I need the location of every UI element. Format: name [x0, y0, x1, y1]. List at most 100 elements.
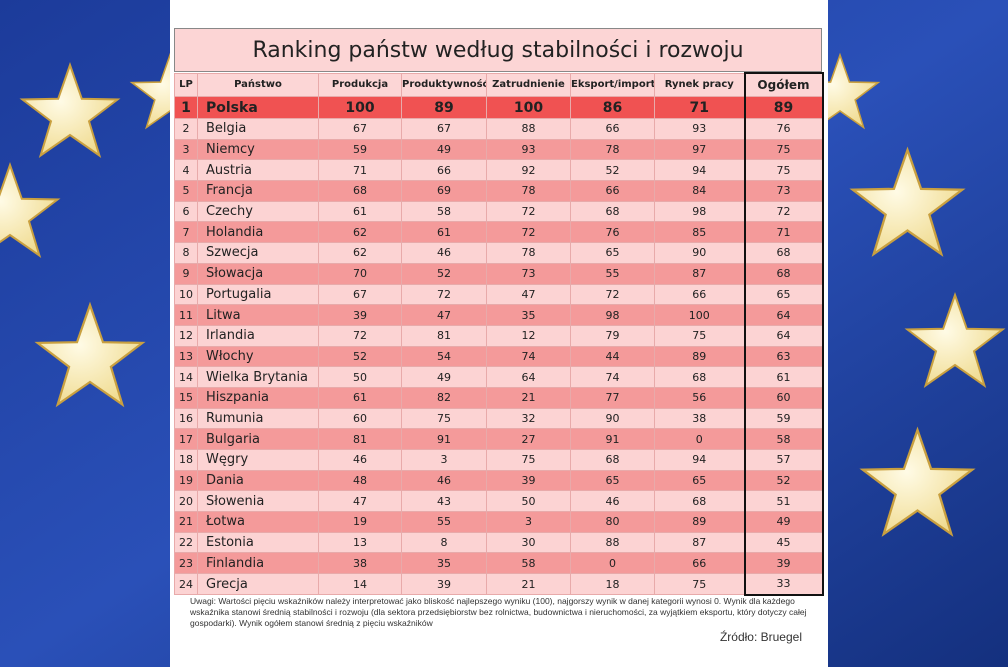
table-row: 7 Holandia 62 61 72 76 85 71 [174, 221, 824, 244]
value-cell: 68 [654, 366, 745, 388]
value-cell: 4 [174, 159, 198, 182]
country-cell: Polska [197, 96, 319, 119]
value-cell: 69 [401, 180, 487, 202]
value-cell: 24 [174, 573, 198, 596]
value-cell: 73 [486, 262, 571, 285]
country-cell: Bulgaria [197, 428, 319, 450]
value-cell: 98 [654, 200, 745, 223]
country-cell: Rumunia [197, 407, 319, 430]
value-cell: 67 [401, 118, 487, 140]
value-cell: 61 [743, 366, 824, 388]
value-cell: 81 [318, 428, 402, 450]
value-cell: 65 [743, 283, 824, 306]
value-cell: 87 [654, 531, 745, 554]
value-cell: 62 [318, 221, 402, 244]
value-cell: 75 [401, 407, 487, 430]
value-cell: 23 [174, 552, 198, 575]
value-cell: 75 [743, 159, 824, 182]
country-cell: Łotwa [197, 511, 319, 533]
note: Uwagi: Wartości pięciu wskaźników należy… [190, 596, 807, 628]
value-cell: 75 [654, 324, 745, 347]
value-cell: 64 [743, 304, 824, 326]
value-cell: 91 [401, 428, 487, 450]
value-cell: 12 [174, 324, 198, 347]
value-cell: 10 [174, 283, 198, 306]
country-cell: Litwa [197, 304, 319, 326]
value-cell: 71 [743, 221, 824, 244]
value-cell: 93 [654, 118, 745, 140]
value-cell: 73 [743, 180, 824, 202]
value-cell: 13 [174, 345, 198, 368]
value-cell: 81 [401, 324, 487, 347]
value-cell: 35 [486, 304, 571, 326]
header-cell: Zatrudnienie [486, 72, 571, 97]
value-cell: 46 [570, 490, 655, 513]
value-cell: 66 [570, 118, 655, 140]
value-cell: 64 [743, 324, 824, 347]
value-cell: 7 [174, 221, 198, 244]
value-cell: 74 [570, 366, 655, 388]
value-cell: 18 [174, 449, 198, 471]
value-cell: 76 [570, 221, 655, 244]
header-cell: Produktywność [401, 72, 487, 97]
value-cell: 39 [401, 573, 487, 596]
value-cell: 68 [743, 242, 824, 264]
value-cell: 89 [654, 345, 745, 368]
value-cell: 58 [401, 200, 487, 223]
value-cell: 72 [486, 200, 571, 223]
value-cell: 90 [654, 242, 745, 264]
value-cell: 65 [570, 469, 655, 492]
header-cell: Rynek pracy [654, 72, 745, 97]
table-row: 10 Portugalia 67 72 47 72 66 65 [174, 283, 824, 306]
value-cell: 8 [401, 531, 487, 554]
value-cell: 50 [486, 490, 571, 513]
value-cell: 55 [401, 511, 487, 533]
table-row: 1 Polska 100 89 100 86 71 89 [174, 96, 824, 119]
value-cell: 48 [318, 469, 402, 492]
value-cell: 20 [174, 490, 198, 513]
value-cell: 87 [654, 262, 745, 285]
value-cell: 67 [318, 118, 402, 140]
table-row: 16 Rumunia 60 75 32 90 38 59 [174, 407, 824, 430]
value-cell: 71 [318, 159, 402, 182]
value-cell: 71 [654, 96, 745, 119]
value-cell: 58 [743, 428, 824, 450]
table-title: Ranking państw według stabilności i rozw… [174, 28, 822, 72]
value-cell: 84 [654, 180, 745, 202]
country-cell: Włochy [197, 345, 319, 368]
value-cell: 54 [401, 345, 487, 368]
country-cell: Niemcy [197, 138, 319, 161]
value-cell: 47 [486, 283, 571, 306]
table-row: 20 Słowenia 47 43 50 46 68 51 [174, 490, 824, 513]
country-cell: Belgia [197, 118, 319, 140]
value-cell: 11 [174, 304, 198, 326]
table-row: 17 Bulgaria 81 91 27 91 0 58 [174, 428, 824, 450]
value-cell: 44 [570, 345, 655, 368]
value-cell: 72 [401, 283, 487, 306]
value-cell: 67 [318, 283, 402, 306]
value-cell: 52 [570, 159, 655, 182]
value-cell: 86 [570, 96, 655, 119]
value-cell: 56 [654, 386, 745, 409]
value-cell: 49 [743, 511, 824, 533]
value-cell: 38 [318, 552, 402, 575]
value-cell: 94 [654, 159, 745, 182]
value-cell: 55 [570, 262, 655, 285]
value-cell: 21 [486, 386, 571, 409]
header-row: LP Państwo Produkcja Produktywność Zatrudnie… [174, 72, 824, 97]
value-cell: 1 [174, 96, 198, 119]
value-cell: 5 [174, 180, 198, 202]
value-cell: 92 [486, 159, 571, 182]
value-cell: 46 [401, 469, 487, 492]
header-cell: Produkcja [318, 72, 402, 97]
value-cell: 74 [486, 345, 571, 368]
value-cell: 89 [654, 511, 745, 533]
value-cell: 47 [318, 490, 402, 513]
value-cell: 100 [318, 96, 402, 119]
value-cell: 38 [654, 407, 745, 430]
value-cell: 12 [486, 324, 571, 347]
value-cell: 46 [318, 449, 402, 471]
value-cell: 78 [486, 242, 571, 264]
value-cell: 65 [570, 242, 655, 264]
value-cell: 59 [743, 407, 824, 430]
